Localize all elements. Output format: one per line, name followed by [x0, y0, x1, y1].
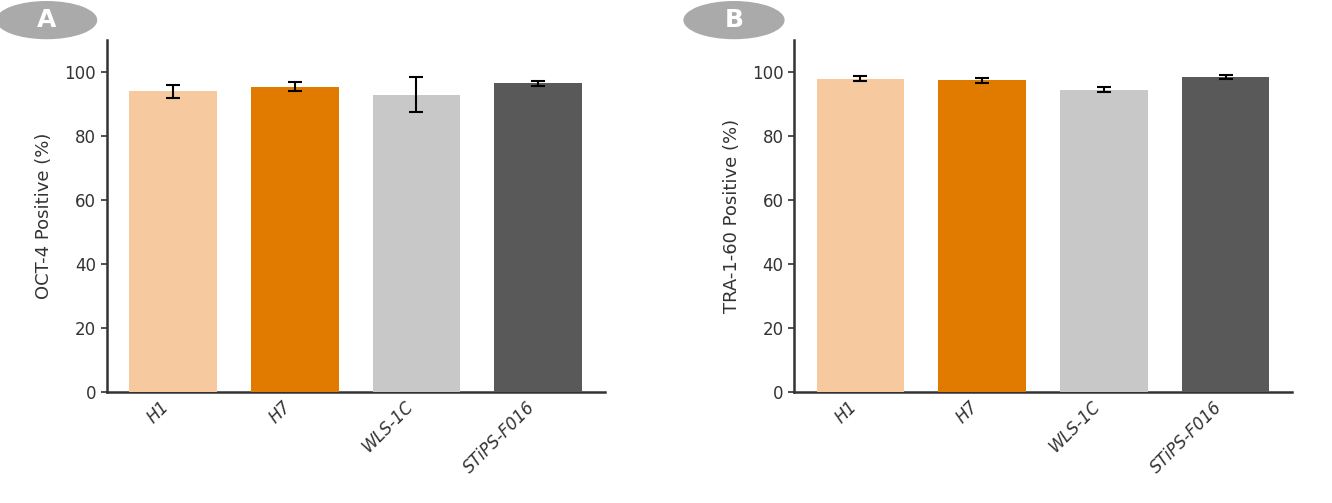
Bar — [373, 95, 461, 392]
Bar — [938, 80, 1026, 392]
Y-axis label: TRA-1-60 Positive (%): TRA-1-60 Positive (%) — [723, 119, 741, 313]
Bar — [817, 78, 904, 392]
Text: B: B — [725, 8, 743, 32]
Bar — [250, 87, 338, 392]
Bar — [1060, 90, 1148, 392]
Bar — [129, 92, 217, 392]
Bar — [1181, 77, 1269, 392]
Y-axis label: OCT-4 Positive (%): OCT-4 Positive (%) — [36, 133, 53, 299]
Text: A: A — [37, 8, 56, 32]
Bar — [494, 83, 582, 392]
